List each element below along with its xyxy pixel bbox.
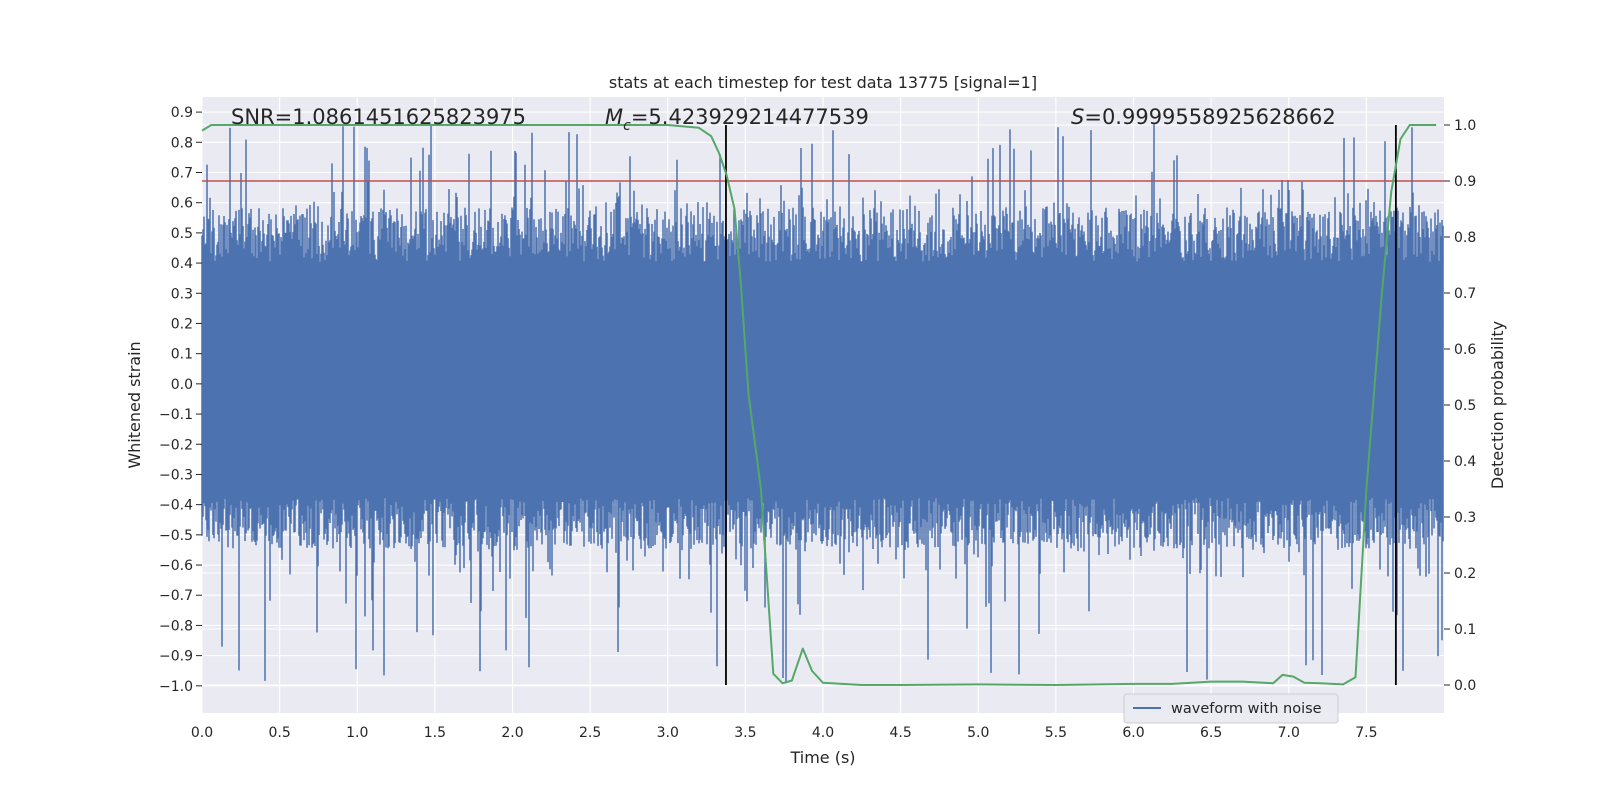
- detection-probability-line: [201, 124, 1437, 686]
- y2-tick-label: 0.6: [1454, 342, 1476, 358]
- y2-tick-label: 0.8: [1454, 230, 1476, 246]
- y-tick-label: −0.2: [159, 437, 193, 453]
- x-tick-label: 3.5: [734, 725, 756, 741]
- y2-tick-label: 0.1: [1454, 622, 1476, 638]
- y-tick-label: 0.0: [171, 377, 193, 393]
- y2-tick-label: 0.4: [1454, 454, 1476, 470]
- y-axis-label: Whitened strain: [125, 341, 144, 468]
- mc-value: =5.423929214477539: [631, 105, 869, 129]
- y2-tick-label: 0.5: [1454, 398, 1476, 414]
- y2-tick-label: 0.0: [1454, 678, 1476, 694]
- x-ticks: 0.0 0.5 1.0 1.5 2.0 2.5 3.0 3.5 4.0 4.5 5.0 5.5 6.0 6…: [191, 725, 1378, 741]
- snr-annotation: SNR=1.0861451625823975: [231, 105, 526, 129]
- x-tick-label: 7.0: [1278, 725, 1300, 741]
- y2-tick-label: 0.9: [1454, 174, 1476, 190]
- x-tick-label: 4.0: [812, 725, 834, 741]
- y-tick-label: 0.2: [171, 316, 193, 332]
- legend-box: [1123, 693, 1339, 724]
- chart-title: stats at each timestep for test data 137…: [609, 73, 1037, 92]
- chirp-mass-annotation: Mc=5.423929214477539: [605, 105, 869, 134]
- y2-tick-label: 0.2: [1454, 566, 1476, 582]
- y2-axis-label: Detection probability: [1488, 321, 1507, 489]
- score-annotation: S=0.9999558925628662: [1071, 105, 1336, 129]
- y-tick-label: −0.4: [159, 498, 193, 514]
- s-symbol: S: [1071, 105, 1084, 129]
- x-tick-label: 6.0: [1122, 725, 1144, 741]
- x-tick-label: 7.5: [1355, 725, 1377, 741]
- x-tick-label: 2.5: [579, 725, 601, 741]
- x-tick-label: 2.0: [501, 725, 523, 741]
- y2-ticks: 1.0 0.9 0.8 0.7 0.6 0.5 0.4 0.3 0.2 0.1 0.0: [1444, 118, 1476, 694]
- waveform-noise-line: [201, 124, 1444, 682]
- y-tick-label: 0.6: [171, 196, 193, 212]
- y-tick-label: 0.8: [171, 135, 193, 151]
- y-tick-label: −0.8: [159, 618, 193, 634]
- mc-subscript: c: [623, 118, 631, 134]
- y-tick-label: −0.5: [159, 528, 193, 544]
- y-tick-label: −0.7: [159, 588, 193, 604]
- x-tick-label: 0.5: [268, 725, 290, 741]
- y-tick-label: −1.0: [159, 679, 193, 695]
- x-tick-label: 5.5: [1045, 725, 1067, 741]
- y-tick-label: 0.3: [171, 286, 193, 302]
- y-tick-label: 0.9: [171, 105, 193, 121]
- x-tick-label: 6.5: [1200, 725, 1222, 741]
- y-tick-label: −0.3: [159, 467, 193, 483]
- mc-symbol: M: [605, 105, 623, 129]
- x-tick-label: 1.5: [424, 725, 446, 741]
- y-tick-label: 0.1: [171, 347, 193, 363]
- y2-tick-label: 1.0: [1454, 118, 1476, 134]
- x-tick-label: 4.5: [889, 725, 911, 741]
- y-tick-label: −0.1: [159, 407, 193, 423]
- y2-tick-label: 0.3: [1454, 510, 1476, 526]
- overlays: [201, 124, 1444, 686]
- s-value: =0.9999558925628662: [1084, 105, 1335, 129]
- y-tick-label: −0.9: [159, 649, 193, 665]
- legend: waveform with noise: [1123, 693, 1339, 724]
- y-ticks: 0.9 0.8 0.7 0.6 0.5 0.4 0.3 0.2 0.1 0.0 −0.1 −0.2 −0…: [159, 105, 202, 695]
- legend-label: waveform with noise: [1171, 701, 1322, 717]
- y-tick-label: −0.6: [159, 558, 193, 574]
- y-tick-label: 0.4: [171, 256, 193, 272]
- x-tick-label: 3.0: [657, 725, 679, 741]
- y-tick-label: 0.5: [171, 226, 193, 242]
- waveform-series: [201, 124, 1444, 682]
- x-axis-label: Time (s): [789, 748, 855, 767]
- y2-tick-label: 0.7: [1454, 286, 1476, 302]
- x-tick-label: 0.0: [191, 725, 213, 741]
- x-tick-label: 5.0: [967, 725, 989, 741]
- x-tick-label: 1.0: [346, 725, 368, 741]
- y-tick-label: 0.7: [171, 165, 193, 181]
